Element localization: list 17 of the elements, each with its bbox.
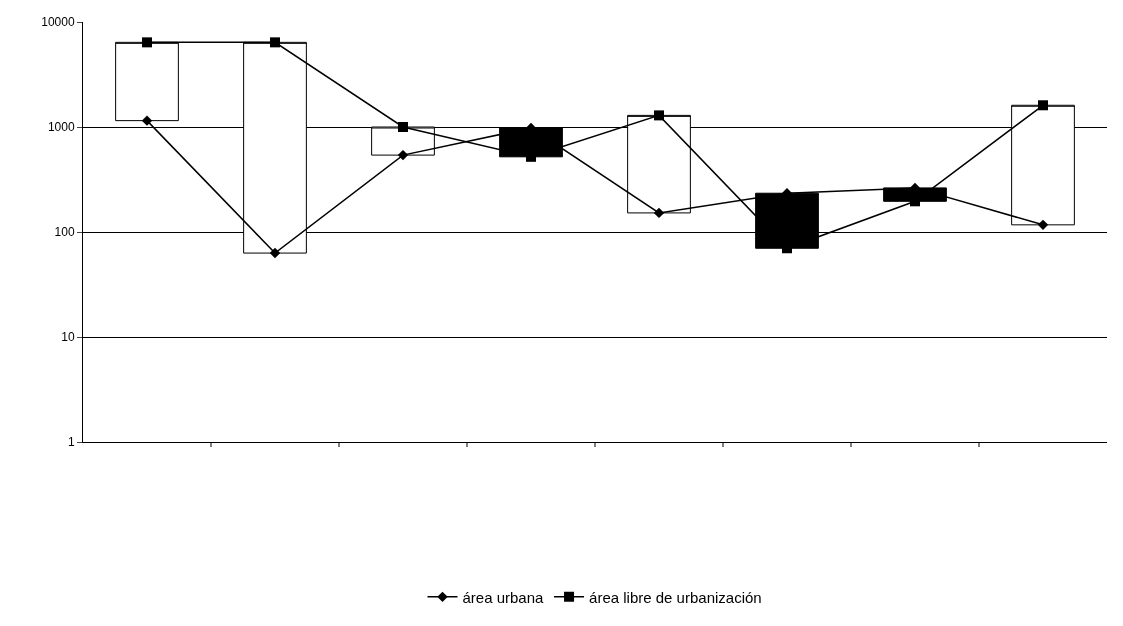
- point: [397, 149, 409, 161]
- point: [398, 122, 408, 132]
- point: [654, 110, 664, 121]
- y-tick-label: 1000: [47, 120, 75, 135]
- legend-label: área urbana: [462, 588, 545, 606]
- point: [141, 115, 153, 126]
- point: [270, 37, 280, 48]
- legend-label: área libre de urbanización: [589, 588, 762, 606]
- point: [269, 247, 281, 259]
- point: [653, 207, 665, 219]
- y-tick-label: 10: [61, 330, 75, 345]
- point: [142, 37, 152, 48]
- y-tick-label: 10000: [41, 15, 75, 30]
- y-tick-label: 1: [67, 435, 75, 450]
- y-tick-label: 100: [54, 225, 75, 240]
- point: [1038, 100, 1048, 111]
- point: [1037, 219, 1049, 231]
